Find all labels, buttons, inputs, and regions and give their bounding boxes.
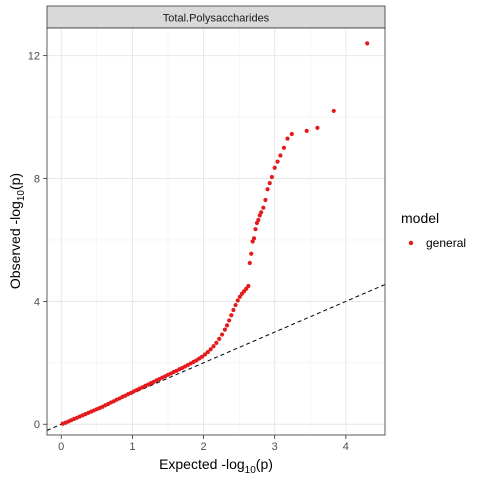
data-point [365,41,370,46]
data-point [202,352,208,357]
data-point [208,347,213,352]
data-point [249,251,254,256]
data-point [265,187,270,192]
x-tick-label: 0 [58,441,64,453]
data-point [251,236,257,241]
data-point [261,205,266,210]
data-point [253,227,258,232]
legend-title: model [401,210,439,226]
panel-border [46,27,386,436]
x-tick-label: 2 [200,441,206,453]
data-point [267,181,272,186]
x-tick-label: 3 [272,441,278,453]
major-gridlines [47,28,385,435]
y-tick-label: 0 [34,419,40,431]
data-points [60,41,370,426]
data-point [259,210,264,215]
data-point [205,349,210,355]
data-point [219,332,225,337]
y-tick-label: 4 [34,296,40,308]
data-point [211,344,216,349]
data-point [256,217,261,223]
data-point [263,197,268,203]
legend-key-general [408,240,414,246]
data-point [227,318,232,323]
reference-line [46,284,386,431]
data-point [272,165,277,170]
x-tick-label: 4 [343,441,349,453]
data-point [217,336,222,341]
data-point [222,327,227,332]
y-tick-label: 8 [34,174,40,186]
legend-label-general: general [426,236,466,250]
y-axis-title: Observed -log10(p) [7,173,27,289]
data-point [304,128,309,134]
data-point [285,136,290,141]
x-axis-ticks: 0 1 2 3 4 [58,435,349,453]
y-axis-ticks: 0 4 8 12 [28,51,47,431]
data-point [247,260,252,266]
data-point [278,153,283,158]
data-point [269,174,274,180]
data-point [200,354,205,359]
data-point [281,145,287,150]
data-point [214,340,219,345]
data-point [229,313,234,318]
x-axis-title: Expected -log10(p) [159,456,273,476]
data-point [246,283,251,289]
facet-title: Total.Polysaccharides [163,13,270,25]
x-tick-label: 1 [129,441,135,453]
data-point [235,298,240,303]
plot-panel [47,28,385,435]
y-tick-label: 12 [28,51,40,63]
data-point [233,302,238,308]
data-point [275,159,280,164]
data-point [237,294,242,299]
minor-gridlines [47,28,385,435]
data-point [331,108,336,114]
data-point [315,125,320,130]
data-point [224,323,230,328]
data-point [231,307,236,313]
data-point [289,131,294,137]
